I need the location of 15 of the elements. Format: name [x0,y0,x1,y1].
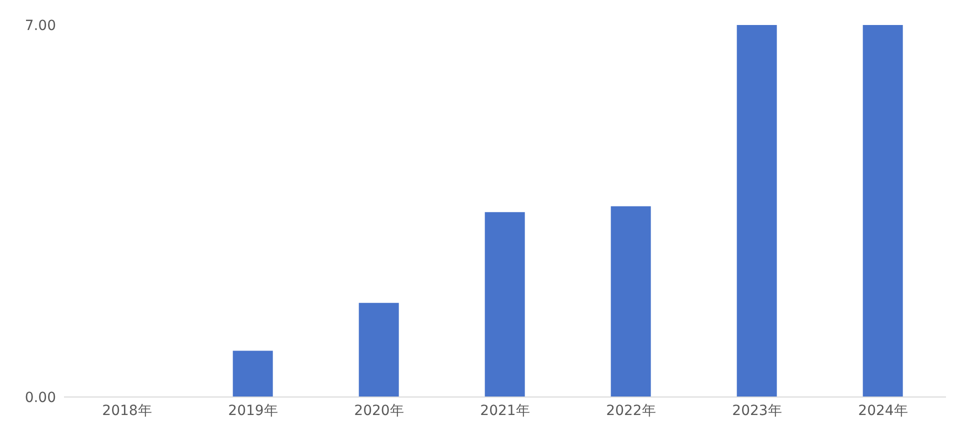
x-tick-label: 2023年 [732,402,782,419]
bar [358,302,399,397]
x-tick-label: 2022年 [606,402,656,419]
y-tick-label: 0.00 [24,390,56,406]
bar [862,25,903,397]
x-tick-label: 2018年 [102,402,152,419]
bar [232,350,273,397]
bar [736,25,777,397]
bar [484,212,525,397]
x-tick-label: 2019年 [228,402,278,419]
bar [610,206,651,397]
x-tick-label: 2024年 [858,402,908,419]
y-tick-label: 7.00 [24,18,56,34]
x-tick-label: 2021年 [480,402,530,419]
x-tick-label: 2020年 [354,402,404,419]
